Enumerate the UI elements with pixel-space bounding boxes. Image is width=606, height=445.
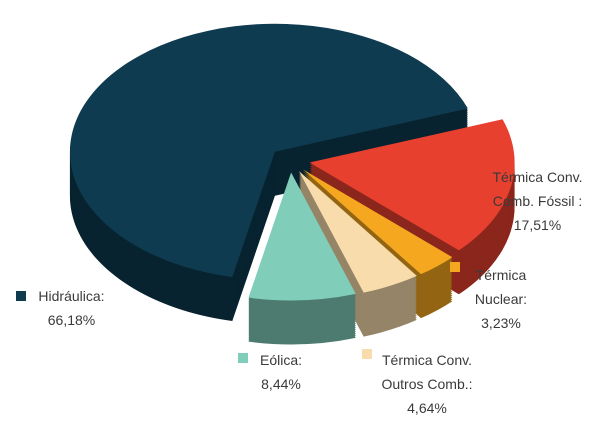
slice [298,171,417,337]
label-name: Eólica: [259,352,303,368]
data-label: Eólica: 8,44% [250,348,312,396]
legend-swatch [16,291,26,301]
slice-top [298,171,417,293]
data-label: Térmica Conv. Outros Comb.: 4,64% [372,348,482,420]
slice-top [69,23,468,277]
label-name: Térmica Nuclear: [474,267,528,307]
legend-swatch [458,173,468,183]
label-name: Térmica Conv. Comb. Fóssil : [492,169,583,209]
label-value: 8,44% [261,376,301,392]
label-value: 66,18% [47,312,96,328]
legend-swatch [450,262,460,272]
data-label: Hidráulica: 66,18% [14,284,129,332]
label-value: 3,23% [481,315,521,331]
legend-swatch [238,353,248,363]
legend-swatch [362,349,372,359]
label-value: 4,64% [407,400,447,416]
data-label: Térmica Conv. Comb. Fóssil : 17,51% [470,165,605,237]
slice [248,172,356,345]
label-value: 17,51% [513,217,562,233]
slice-top [309,119,515,251]
slice [69,23,468,321]
label-name: Térmica Conv. Outros Comb.: [381,352,473,392]
slice-top [303,169,453,275]
slice-top [248,172,356,301]
data-label: Térmica Nuclear: 3,23% [462,263,540,335]
label-name: Hidráulica: [38,288,105,304]
